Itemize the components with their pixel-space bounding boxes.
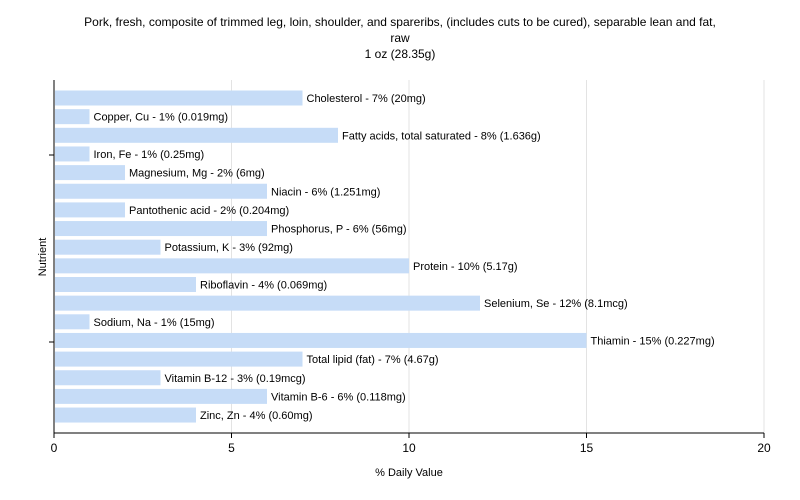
bars: Cholesterol - 7% (20mg) Copper, Cu - 1% (… <box>55 90 715 423</box>
x-tick-label: 0 <box>51 441 58 455</box>
bar-label: Thiamin - 15% (0.227mg) <box>591 335 715 347</box>
bar-label: Riboflavin - 4% (0.069mg) <box>200 280 327 292</box>
bar <box>55 109 90 125</box>
bar-label: Sodium, Na - 1% (15mg) <box>94 317 215 329</box>
bar <box>55 332 587 348</box>
x-tick-label: 10 <box>402 441 416 455</box>
bar <box>55 165 125 181</box>
x-axis-title: % Daily Value <box>375 467 443 479</box>
bar-label: Total lipid (fat) - 7% (4.67g) <box>307 354 439 366</box>
bar-label: Selenium, Se - 12% (8.1mcg) <box>484 298 628 310</box>
bar <box>55 221 267 237</box>
bar-label: Pantothenic acid - 2% (0.204mg) <box>129 205 289 217</box>
x-tick-label: 20 <box>757 441 771 455</box>
bar <box>55 277 196 292</box>
bar <box>55 146 90 162</box>
y-axis-title: Nutrient <box>37 238 49 277</box>
bar-label: Protein - 10% (5.17g) <box>413 261 518 273</box>
bar <box>55 388 267 404</box>
title-line: raw <box>390 31 410 45</box>
bar-label: Phosphorus, P - 6% (56mg) <box>271 224 407 236</box>
chart-title: Pork, fresh, composite of trimmed leg, l… <box>84 15 716 61</box>
bar-label: Magnesium, Mg - 2% (6mg) <box>129 168 265 180</box>
bar <box>55 127 338 143</box>
bar <box>55 295 480 311</box>
x-tick-label: 15 <box>580 441 594 455</box>
bar <box>55 314 90 330</box>
bar-label: Fatty acids, total saturated - 8% (1.636… <box>342 130 541 142</box>
title-line: Pork, fresh, composite of trimmed leg, l… <box>84 15 716 29</box>
bar <box>55 258 409 274</box>
bar-label: Vitamin B-12 - 3% (0.19mcg) <box>165 373 306 385</box>
bar <box>55 239 161 255</box>
bar <box>55 351 303 367</box>
bar-label: Niacin - 6% (1.251mg) <box>271 186 380 198</box>
bar <box>55 202 125 218</box>
bar <box>55 407 196 423</box>
bar-label: Cholesterol - 7% (20mg) <box>307 93 426 105</box>
bar <box>55 90 303 106</box>
bar-label: Zinc, Zn - 4% (0.60mg) <box>200 410 312 422</box>
bar-label: Iron, Fe - 1% (0.25mg) <box>94 149 205 161</box>
title-line: 1 oz (28.35g) <box>365 47 436 61</box>
bar-label: Potassium, K - 3% (92mg) <box>165 242 293 254</box>
x-tick-label: 5 <box>228 441 235 455</box>
axes: 0 5 10 15 20 <box>49 80 771 455</box>
bar <box>55 370 161 386</box>
bar-label: Copper, Cu - 1% (0.019mg) <box>94 112 229 124</box>
bar <box>55 183 267 199</box>
bar-label: Vitamin B-6 - 6% (0.118mg) <box>271 391 406 403</box>
